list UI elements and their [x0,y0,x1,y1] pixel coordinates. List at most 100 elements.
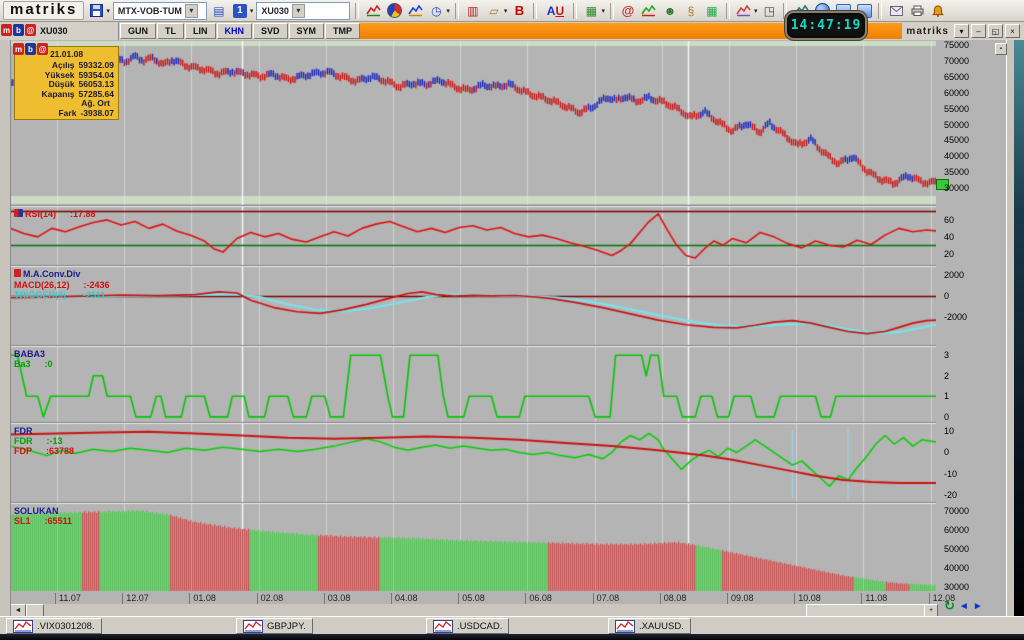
save-icon-dropdown-arrow[interactable]: ▾ [106,7,110,15]
sep [783,2,788,19]
restore-button[interactable]: ◱ [988,24,1003,38]
depth-chart-icon[interactable] [406,2,424,20]
clock-time: 14:47:19 [790,18,862,33]
print-icon[interactable] [908,2,926,20]
tab-tmp[interactable]: TMP [325,23,361,39]
clock-icon-dropdown-arrow[interactable]: ▾ [446,7,450,15]
clock-icon[interactable]: ◷ [431,3,442,18]
x-label-12-07: 12.07 [122,593,149,604]
taskbar-item-vix0301208[interactable]: .VIX0301208. [6,618,102,634]
volume-title: SOLUKAN [14,506,59,516]
cascade-windows-icon[interactable]: ◳ [763,3,776,18]
header-logo-chip-2[interactable]: @ [25,24,36,36]
tab-sym[interactable]: SYM [288,23,325,39]
info-date: 21.01.08 [49,49,84,59]
tab-tl[interactable]: TL [157,23,184,39]
key-icon[interactable]: § [687,3,695,18]
macd-label-row: MACD(26,12):-2436 [14,280,110,290]
x-label-03-08: 03.08 [323,593,350,604]
horizontal-scrollbar[interactable]: ◄ + [10,604,938,617]
x-label-05-08: 05.08 [458,593,485,604]
fdp-value: :63788 [46,446,75,456]
save-icon[interactable] [87,2,105,20]
macd-trigger-row: TRIGGER(9):-2511 [14,290,106,300]
macd-indicator-icon[interactable] [14,269,21,277]
sep [609,2,614,19]
price-axis-gutter[interactable] [936,40,1006,616]
x-label-06-08: 06.08 [525,593,552,604]
trigger-value: :-2511 [80,290,106,300]
sep [533,2,538,19]
volume-label: SL1 [14,516,31,526]
page-next-icon[interactable]: ► [972,600,983,612]
macd-title: M.A.Conv.Div [14,269,80,279]
notes-icon[interactable]: ▱ [489,3,499,18]
window-menu-button[interactable]: ▾ [954,24,969,38]
rsi-indicator-icon[interactable] [14,209,23,217]
chart-settings-icon-dropdown-arrow[interactable]: ▾ [753,7,758,15]
mdi-restore-button[interactable]: ▪ [995,43,1007,55]
workspace-dropdown[interactable]: MTX-VOB-TUM ▾ [112,1,207,20]
tab-svd[interactable]: SVD [253,23,288,39]
x-label-09-08: 09.08 [727,593,754,604]
sep [355,2,360,19]
info-row-a-l-: Açılış 59332.09 [51,60,114,70]
page-1-icon[interactable]: 1 [231,2,249,20]
ohlc-info-box: 21.01.08 Açılış 59332.09 Yüksek 59354.04 Düş… [14,46,119,120]
fdr-title: FDR [14,426,33,436]
line-chart-icon[interactable] [364,2,382,20]
header-logo-chip-1[interactable]: b [13,24,24,36]
macd-value: :-2436 [83,280,110,290]
new-page-icon[interactable]: ▤ [213,3,225,18]
taskbar-item-gbpjpy[interactable]: GBPJPY. [236,618,313,634]
x-label-01-08: 01.08 [189,593,216,604]
people-icon[interactable]: ☻ [663,3,677,18]
taskbar-item-usdcad[interactable]: .USDCAD. [426,618,510,634]
x-label-10-08: 10.08 [794,593,821,604]
page-prev-icon[interactable]: ◄ [958,600,969,612]
chart-settings-icon[interactable] [735,2,753,20]
mail-icon[interactable] [887,2,905,20]
page-1-icon-dropdown-arrow[interactable]: ▾ [249,7,254,15]
chart-mini-logo: m b @ [0,22,36,40]
notes-icon-dropdown-arrow[interactable]: ▾ [503,7,508,15]
header-logo-chip-0[interactable]: m [1,24,12,36]
x-label-04-08: 04.08 [391,593,418,604]
symbol-dropdown[interactable]: XU030 ▾ [256,1,351,20]
green-chart-icon[interactable] [640,2,658,20]
info-row-d-k: Düşük 56053.13 [48,79,114,89]
tab-lin[interactable]: LIN [185,23,216,39]
x-label-12-08: 12.08 [928,593,955,604]
x-label-07-08: 07.08 [592,593,619,604]
price-logo-chip-2[interactable]: @ [37,43,48,55]
pie-chart-icon[interactable] [385,2,403,20]
matriks-logo: matriks [3,1,85,20]
minimize-button[interactable]: – [971,24,986,38]
rsi-label: RSI(14) [25,209,57,219]
close-button[interactable]: × [1005,24,1020,38]
matrix-colors-icon-dropdown-arrow[interactable]: ▾ [601,7,605,15]
bell-icon[interactable] [929,2,947,20]
matrix-colors-icon[interactable]: ▦ [585,3,598,18]
desktop-edge [1014,38,1024,616]
table-icon[interactable]: ▦ [706,3,718,18]
tab-khn[interactable]: KHN [216,23,252,39]
price-logo-chip-0[interactable]: m [13,43,24,55]
price-logo-chip-1[interactable]: b [25,43,36,55]
chart-symbol-field[interactable]: XU030 [36,22,119,40]
header-orange-bar [360,23,903,39]
at-icon[interactable]: @ [621,3,635,18]
rsi-label-row: RSI(14):17.88 [14,209,96,219]
tab-gun[interactable]: GUN [120,23,156,39]
refresh-icon[interactable]: ↻ [944,598,955,613]
window-right-frame [1006,40,1015,616]
database-icon[interactable]: ▥ [467,3,479,18]
fdr-label: FDR [14,436,33,446]
info-row-kapan-: Kapanış 57285.64 [41,88,114,99]
bold-b-icon[interactable]: B [514,3,525,18]
baba3-title: BABA3 [14,349,46,359]
taskbar-item-xauusd[interactable]: .XAUUSD. [608,618,691,634]
